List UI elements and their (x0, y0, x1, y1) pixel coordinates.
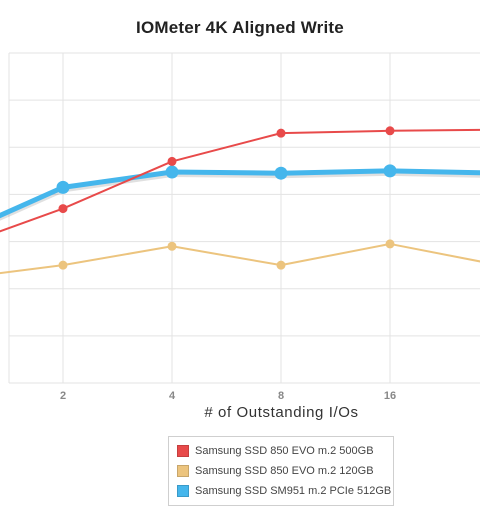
legend-item[interactable]: Samsung SSD 850 EVO m.2 500GB (175, 441, 387, 461)
data-point[interactable] (276, 260, 286, 270)
data-point[interactable] (276, 128, 286, 138)
series-layer (0, 126, 480, 275)
series-line-shadow (0, 169, 480, 221)
legend-swatch (177, 465, 189, 477)
x-tick-label: 16 (384, 390, 396, 402)
series-1 (0, 239, 480, 275)
data-point[interactable] (165, 165, 179, 179)
series-line (0, 168, 480, 219)
x-tick-label: 2 (60, 390, 66, 402)
data-point[interactable] (385, 239, 395, 249)
x-tick-label: 4 (169, 390, 176, 402)
data-point[interactable] (167, 156, 177, 166)
legend-swatch (177, 445, 189, 457)
legend-label: Samsung SSD SM951 m.2 PCIe 512GB (195, 485, 392, 497)
legend-item[interactable]: Samsung SSD 850 EVO m.2 120GB (175, 461, 387, 481)
legend-item[interactable]: Samsung SSD SM951 m.2 PCIe 512GB (175, 481, 391, 501)
data-point[interactable] (58, 204, 68, 214)
data-point[interactable] (274, 166, 288, 180)
data-point[interactable] (58, 260, 68, 270)
x-tick-labels: 2 4 8 16 (60, 390, 396, 402)
chart-title: IOMeter 4K Aligned Write (136, 18, 344, 37)
series-line (0, 242, 480, 275)
x-tick-label: 8 (278, 390, 284, 402)
legend: Samsung SSD 850 EVO m.2 500GB Samsung SS… (168, 436, 394, 506)
series-2 (0, 164, 480, 221)
legend-label: Samsung SSD 850 EVO m.2 120GB (195, 465, 374, 477)
x-axis-title: # of Outstanding I/Os (204, 404, 359, 421)
data-point[interactable] (385, 126, 395, 136)
grid-lines (8, 52, 480, 384)
legend-label: Samsung SSD 850 EVO m.2 500GB (195, 445, 374, 457)
data-point[interactable] (56, 180, 70, 194)
data-point[interactable] (167, 241, 177, 251)
data-point[interactable] (383, 164, 397, 178)
series-line (0, 128, 480, 233)
series-0 (0, 126, 480, 233)
legend-swatch (177, 485, 189, 497)
